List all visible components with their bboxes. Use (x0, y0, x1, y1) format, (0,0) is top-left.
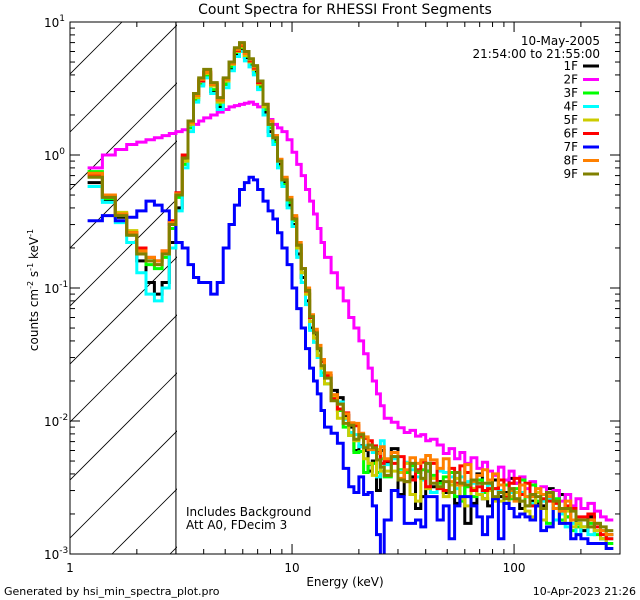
y-tick-label: 100 (44, 147, 65, 163)
y-tick-label: 10-1 (44, 280, 68, 296)
excluded-energy-hatch (70, 22, 177, 554)
chart-title: Count Spectra for RHESSI Front Segments (198, 2, 492, 18)
series-layer (87, 41, 614, 554)
legend-label-6F: 6F (563, 127, 578, 141)
y-tick-labels: 10-3 10-2 10-1 100 101 (44, 14, 68, 562)
legend-label-1F: 1F (563, 59, 578, 73)
x-axis-label: Energy (keV) (306, 575, 383, 589)
legend-label-4F: 4F (563, 100, 578, 114)
footer-generated-by: Generated by hsi_min_spectra_plot.pro (4, 585, 220, 598)
note-attenuator: Att A0, FDecim 3 (186, 518, 287, 532)
y-tick-label: 10-3 (44, 546, 68, 562)
series-line-5F (87, 45, 614, 550)
note-background: Includes Background (186, 505, 311, 519)
legend-label-7F: 7F (563, 140, 578, 154)
series-line-9F (87, 41, 614, 533)
footer-timestamp: 10-Apr-2023 21:26 (533, 585, 636, 598)
time-range: 21:54:00 to 21:55:00 (473, 47, 600, 61)
hatch-line (70, 430, 177, 539)
hatch-line (70, 82, 177, 191)
plot-frame (69, 21, 621, 555)
x-tick-label: 10 (284, 561, 299, 575)
x-tick-label: 100 (503, 561, 526, 575)
y-axis-label: counts cm-2 s-1 keV-1 (26, 229, 41, 351)
observation-date: 10-May-2005 (521, 34, 600, 48)
hatch-line (70, 372, 177, 481)
series-line-1F (87, 47, 614, 541)
legend-label-8F: 8F (563, 154, 578, 168)
legend-label-2F: 2F (563, 73, 578, 87)
x-tick-labels: 1 10 100 (66, 561, 525, 575)
hatch-line (70, 198, 177, 307)
axis-ticks (69, 21, 621, 555)
legend-label-9F: 9F (563, 167, 578, 181)
legend-label-3F: 3F (563, 86, 578, 100)
series-line-7F (87, 175, 614, 554)
series-line-6F (87, 43, 614, 541)
series-line-3F (87, 46, 614, 545)
x-tick-label: 1 (66, 561, 74, 575)
y-tick-label: 10-2 (44, 413, 68, 429)
hatch-line (70, 24, 177, 133)
legend-label-5F: 5F (563, 113, 578, 127)
series-line-4F (87, 50, 614, 541)
y-tick-label: 101 (44, 14, 65, 30)
series-line-2F (87, 100, 614, 522)
